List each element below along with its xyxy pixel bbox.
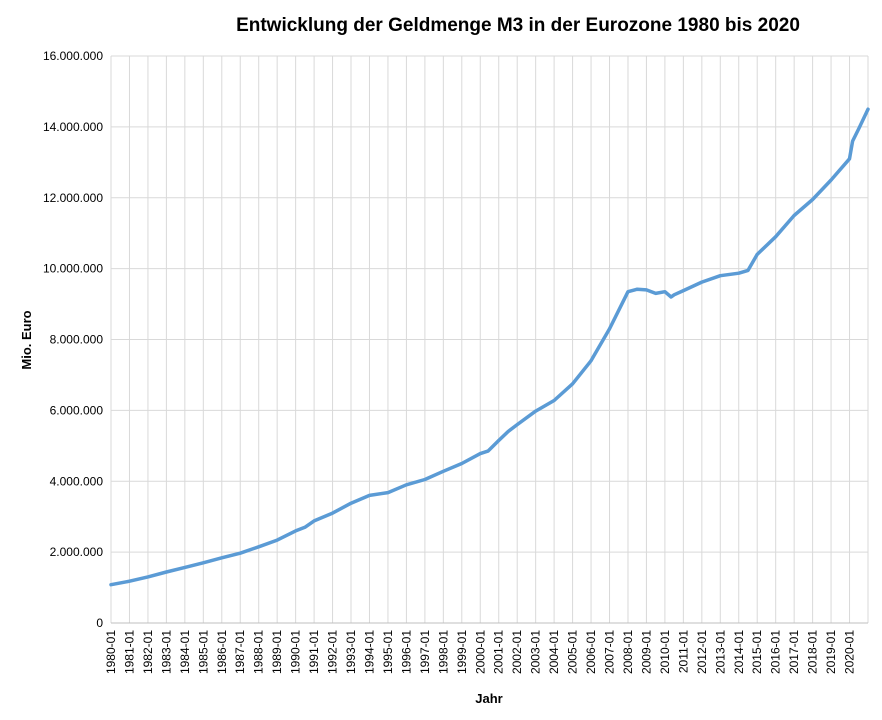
x-tick-label: 1996-01 <box>399 630 413 674</box>
x-tick-label: 2016-01 <box>769 630 783 674</box>
x-tick-label: 2011-01 <box>676 630 690 673</box>
y-tick-label: 6.000.000 <box>50 403 104 417</box>
x-tick-label: 2004-01 <box>547 630 561 674</box>
y-tick-label: 14.000.000 <box>43 120 103 134</box>
x-tick-label: 2013-01 <box>713 630 727 674</box>
y-axis-label: Mio. Euro <box>19 310 34 369</box>
x-tick-label: 2005-01 <box>566 630 580 674</box>
x-tick-label: 1990-01 <box>289 630 303 674</box>
y-tick-label: 2.000.000 <box>50 545 104 559</box>
x-tick-label: 2001-01 <box>492 630 506 674</box>
x-tick-label: 1989-01 <box>270 630 284 674</box>
x-tick-label: 1998-01 <box>436 630 450 674</box>
x-tick-label: 1980-01 <box>104 630 118 674</box>
x-tick-label: 1995-01 <box>381 630 395 674</box>
y-tick-label: 10.000.000 <box>43 262 103 276</box>
x-tick-label: 2018-01 <box>806 630 820 674</box>
grid <box>110 55 869 624</box>
x-tick-label: 1999-01 <box>455 630 469 674</box>
x-axis-ticks: 1980-01 1981-01 1982-01 1983-01 1984-01 1985-… <box>104 630 857 674</box>
x-tick-label: 2014-01 <box>732 630 746 674</box>
x-tick-label: 1982-01 <box>141 630 155 674</box>
x-tick-label: 1993-01 <box>344 630 358 674</box>
series-line <box>109 107 870 587</box>
x-tick-label: 1986-01 <box>215 630 229 674</box>
x-tick-label: 2019-01 <box>824 630 838 674</box>
y-tick-label: 8.000.000 <box>50 333 104 347</box>
y-tick-label: 16.000.000 <box>43 49 103 63</box>
x-tick-label: 1988-01 <box>252 630 266 674</box>
x-tick-label: 1997-01 <box>418 630 432 674</box>
x-tick-label: 1981-01 <box>122 630 136 674</box>
chart-title: Entwicklung der Geldmenge M3 in der Euro… <box>236 15 800 36</box>
x-tick-label: 2020-01 <box>843 630 857 674</box>
y-tick-label: 4.000.000 <box>50 474 104 488</box>
x-tick-label: 2012-01 <box>695 630 709 674</box>
x-tick-label: 2007-01 <box>603 630 617 674</box>
x-tick-label: 2000-01 <box>473 630 487 674</box>
x-tick-label: 1991-01 <box>307 630 321 674</box>
x-axis-label: Jahr <box>475 691 502 706</box>
x-tick-label: 2008-01 <box>621 630 635 674</box>
y-tick-label: 12.000.000 <box>43 191 103 205</box>
x-tick-label: 2015-01 <box>750 630 764 674</box>
x-tick-label: 1984-01 <box>178 630 192 674</box>
x-tick-label: 2017-01 <box>787 630 801 674</box>
y-axis-ticks: 0 2.000.000 4.000.000 6.000.000 8.000.000 10.… <box>43 49 103 630</box>
x-tick-label: 2003-01 <box>529 630 543 674</box>
x-tick-label: 1987-01 <box>233 630 247 674</box>
x-tick-label: 2006-01 <box>584 630 598 674</box>
x-tick-label: 1992-01 <box>326 630 340 674</box>
x-tick-label: 2009-01 <box>639 630 653 674</box>
x-tick-label: 2010-01 <box>658 630 672 674</box>
y-tick-label: 0 <box>96 616 103 630</box>
x-tick-label: 2002-01 <box>510 630 524 674</box>
x-tick-label: 1994-01 <box>362 630 376 674</box>
series-group <box>109 107 870 587</box>
x-tick-label: 1983-01 <box>159 630 173 674</box>
x-tick-label: 1985-01 <box>196 630 210 674</box>
